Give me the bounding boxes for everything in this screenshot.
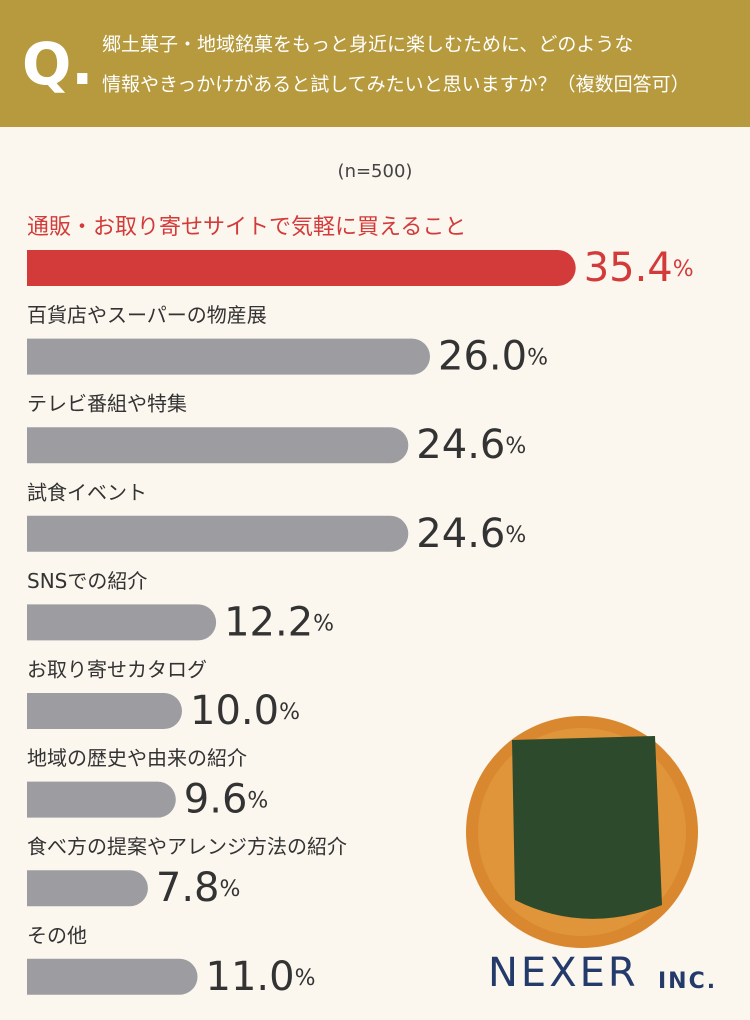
value-number: 35.4 — [584, 245, 673, 291]
value-number: 24.6 — [416, 511, 505, 557]
category-label: その他 — [27, 923, 87, 947]
value-unit: % — [247, 789, 268, 814]
bar — [27, 338, 430, 375]
category-label: 食べ方の提案やアレンジ方法の紹介 — [27, 835, 347, 859]
value-number: 10.0 — [190, 688, 279, 734]
brand-suffix: INC. — [658, 969, 717, 994]
value-number: 12.2 — [224, 599, 313, 645]
bar — [27, 781, 176, 818]
category-label: 地域の歴史や由来の紹介 — [27, 746, 247, 770]
category-label: 試食イベント — [27, 480, 147, 504]
question-line: 郷土菓子・地域銘菓をもっと身近に楽しむために、どのような — [102, 34, 633, 56]
value-label: 24.6% — [416, 511, 526, 557]
question-line: 情報やきっかけがあると試してみたいと思いますか？（複数回答可） — [102, 74, 690, 96]
value-number: 24.6 — [416, 422, 505, 468]
bar — [27, 958, 198, 995]
nori — [512, 736, 662, 919]
subtitle: (n=500) — [338, 161, 413, 182]
value-label: 35.4% — [584, 245, 694, 291]
category-label: お取り寄せカタログ — [27, 658, 207, 682]
bar — [27, 870, 148, 907]
header — [0, 0, 750, 127]
bar — [27, 250, 576, 286]
value-unit: % — [527, 346, 548, 371]
value-unit: % — [313, 611, 334, 636]
value-unit: % — [505, 434, 526, 459]
rice-cracker — [466, 716, 698, 948]
value-unit: % — [505, 523, 526, 548]
value-label: 12.2% — [224, 599, 334, 645]
category-label: 通販・お取り寄せサイトで気軽に買えること — [27, 215, 466, 240]
value-label: 9.6% — [184, 777, 269, 823]
q-mark: Q. — [22, 30, 93, 98]
bar — [27, 693, 182, 729]
value-unit: % — [295, 966, 316, 991]
value-number: 11.0 — [206, 954, 295, 1000]
bar — [27, 427, 409, 464]
value-label: 24.6% — [416, 422, 526, 468]
value-number: 7.8 — [156, 865, 220, 911]
value-label: 26.0% — [438, 334, 548, 380]
category-label: テレビ番組や特集 — [27, 392, 187, 416]
value-label: 11.0% — [206, 954, 316, 1000]
value-label: 10.0% — [190, 688, 300, 734]
category-label: 百貨店やスーパーの物産展 — [27, 303, 267, 327]
category-label: SNSでの紹介 — [27, 569, 147, 593]
value-unit: % — [220, 877, 241, 902]
value-label: 7.8% — [156, 865, 241, 911]
value-number: 9.6 — [184, 777, 248, 823]
value-unit: % — [279, 700, 300, 725]
bar — [27, 604, 217, 641]
brand: NEXER — [488, 950, 639, 996]
bar — [27, 515, 409, 552]
value-number: 26.0 — [438, 334, 527, 380]
value-unit: % — [673, 257, 694, 282]
